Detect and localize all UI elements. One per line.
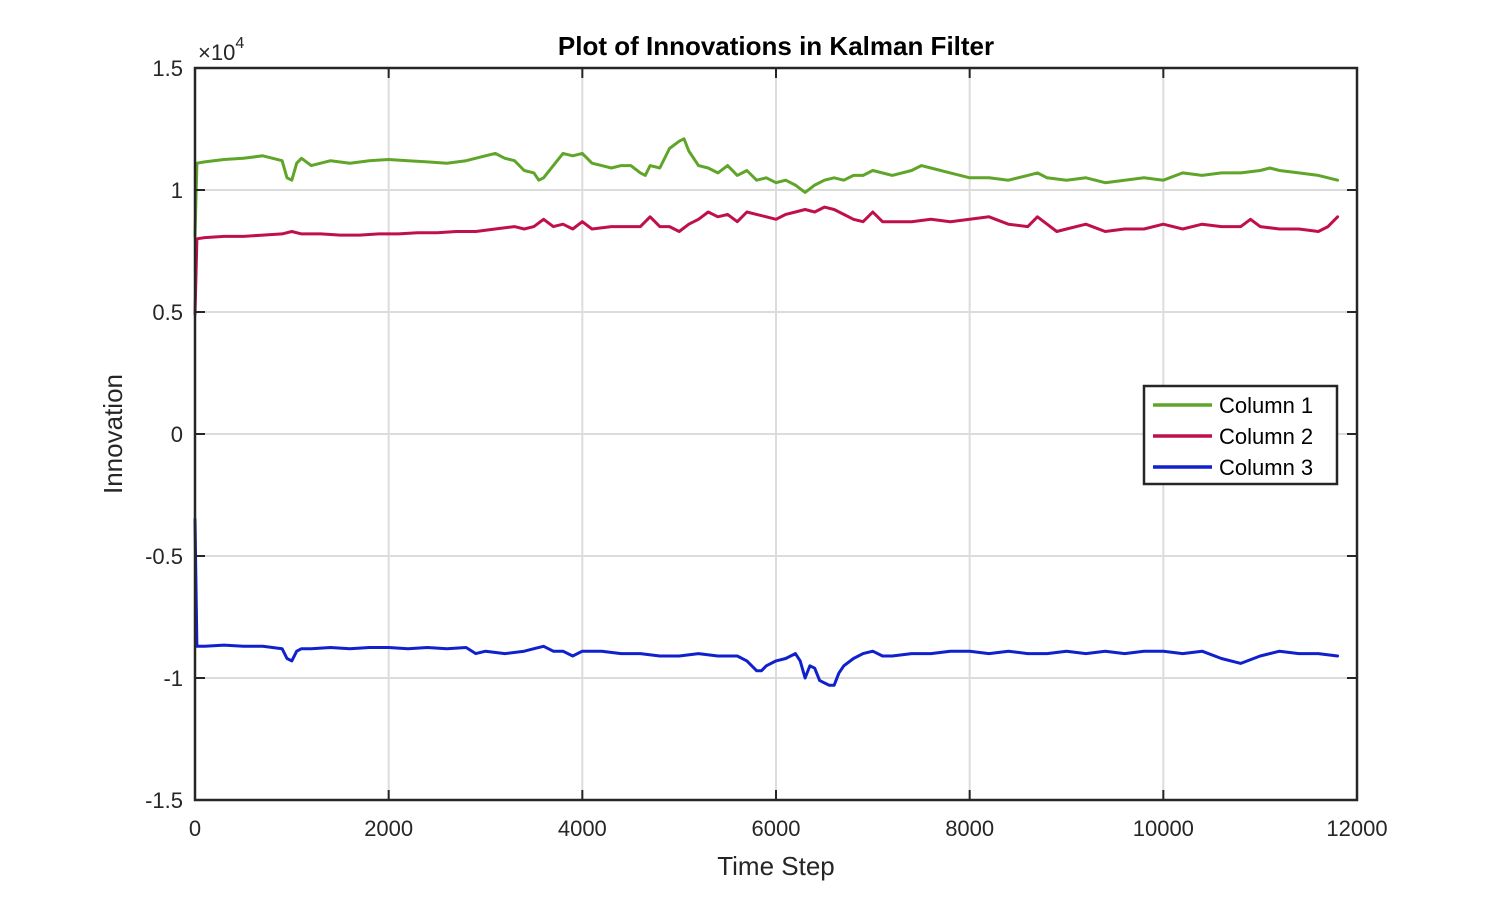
y-axis-exponent-label: ×104 — [198, 35, 244, 65]
legend-label: Column 2 — [1219, 424, 1313, 449]
legend-label: Column 3 — [1219, 455, 1313, 480]
x-axis-tick-labels: 0 2000 4000 6000 8000 10000 12000 — [189, 816, 1388, 841]
legend-entry-1: Column 1 — [1153, 393, 1313, 418]
chart-title: Plot of Innovations in Kalman Filter — [558, 31, 994, 61]
y-tick-label: -0.5 — [145, 544, 183, 569]
series-line-2 — [193, 205, 1340, 316]
x-tick-label: 6000 — [752, 816, 801, 841]
y-axis-tick-labels: 1.5 1 0.5 0 -0.5 -1 -1.5 — [145, 56, 183, 813]
y-tick-label: -1 — [163, 666, 183, 691]
legend-entry-2: Column 2 — [1153, 424, 1313, 449]
series-line-1 — [193, 137, 1340, 238]
x-tick-label: 0 — [189, 816, 201, 841]
x-tick-label: 8000 — [945, 816, 994, 841]
y-tick-label: 1.5 — [152, 56, 183, 81]
y-tick-label: 0.5 — [152, 300, 183, 325]
legend: Column 1 Column 2 Column 3 — [1142, 384, 1339, 486]
legend-label: Column 1 — [1219, 393, 1313, 418]
y-tick-label: 0 — [171, 422, 183, 447]
x-tick-label: 2000 — [364, 816, 413, 841]
x-tick-label: 4000 — [558, 816, 607, 841]
y-tick-label: -1.5 — [145, 788, 183, 813]
y-axis-label: Innovation — [98, 374, 128, 494]
x-tick-label: 12000 — [1326, 816, 1387, 841]
x-tick-label: 10000 — [1133, 816, 1194, 841]
x-axis-label: Time Step — [717, 851, 835, 881]
axis-ticks — [194, 67, 1358, 801]
series-line-3 — [193, 517, 1340, 687]
y-tick-label: 1 — [171, 178, 183, 203]
legend-entry-3: Column 3 — [1153, 455, 1313, 480]
series-lines — [193, 137, 1340, 687]
